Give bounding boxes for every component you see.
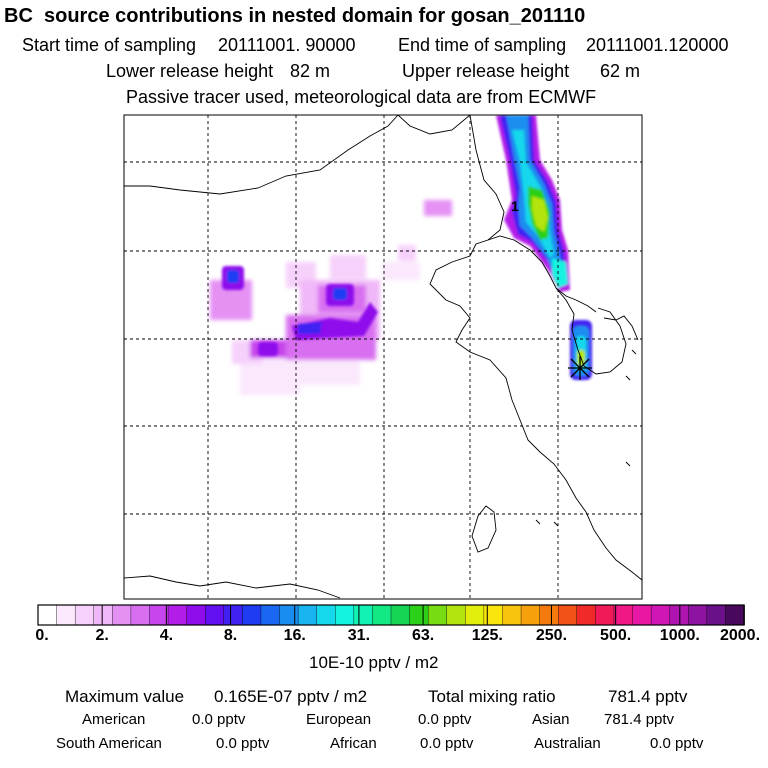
upper-release-value: 62 m xyxy=(600,61,641,81)
plume-core xyxy=(298,322,322,334)
colorbar-tick-label: 2000. xyxy=(719,627,761,644)
taiwan-coast xyxy=(471,505,497,553)
plume-band xyxy=(552,258,568,288)
border-line xyxy=(124,115,399,195)
max-value: 0.165E-07 pptv / m2 xyxy=(214,687,368,706)
start-time-label: Start time of sampling xyxy=(22,35,197,55)
colorbar-tick-label: 2. xyxy=(95,627,109,644)
colorbar-tick-label: 500. xyxy=(600,627,632,644)
lower-release-label: Lower release height xyxy=(106,61,274,81)
region-value: 0.0 pptv xyxy=(418,711,472,728)
map-frame xyxy=(123,114,643,600)
colorbar-tick-label: 125. xyxy=(471,627,503,644)
china-coast xyxy=(429,115,642,581)
map-title: BC source contributions in nested domain… xyxy=(4,5,586,27)
region-value: 0.0 pptv xyxy=(216,735,270,752)
plume-cell xyxy=(424,200,452,216)
end-time-label: End time of sampling xyxy=(398,35,567,55)
region-name: South American xyxy=(56,735,162,752)
plume-core xyxy=(333,288,347,300)
plume-korea xyxy=(570,320,592,380)
plume-inland-core xyxy=(222,266,378,356)
region-name: American xyxy=(82,711,146,728)
colorbar-tick-label: 1000. xyxy=(659,627,700,644)
japan-coast xyxy=(603,315,639,341)
plume-northeast xyxy=(496,115,570,292)
plume-band xyxy=(532,196,548,232)
max-value-label: Maximum value xyxy=(65,687,185,706)
plume-cell xyxy=(382,262,420,280)
region-value: 0.0 pptv xyxy=(650,735,704,752)
region-name: African xyxy=(330,735,377,752)
lat-lon-grid xyxy=(124,115,642,599)
plume-core xyxy=(227,270,239,283)
region-name: European xyxy=(306,711,372,728)
region-name: Asian xyxy=(532,711,570,728)
total-mixing-value: 781.4 pptv xyxy=(608,687,688,706)
total-mixing-label: Total mixing ratio xyxy=(428,687,556,706)
colorbar-unit: 10E-10 pptv / m2 xyxy=(309,653,439,672)
plume-core xyxy=(258,342,278,356)
map-panel: 1 xyxy=(123,114,643,600)
colorbar-tick-label: 4. xyxy=(159,627,174,644)
border-line xyxy=(124,575,341,599)
colorbar-tick-label: 63. xyxy=(411,627,435,644)
colorbar-tick-label: 250. xyxy=(535,627,568,644)
lower-release-value: 82 m xyxy=(290,61,331,81)
plume-cell xyxy=(330,255,366,279)
start-time-value: 20111001. 90000 xyxy=(218,35,356,55)
region-name: Australian xyxy=(534,735,601,752)
upper-release-label: Upper release height xyxy=(402,61,570,81)
colorbar-tick-label: 8. xyxy=(223,627,238,644)
region-value: 0.0 pptv xyxy=(420,735,474,752)
tracer-note: Passive tracer used, meteorological data… xyxy=(126,87,597,107)
contour-label: 1 xyxy=(511,198,519,214)
colorbar-tick-label: 31. xyxy=(347,627,371,644)
colorbar-tick-label: 0. xyxy=(35,627,49,644)
korea-coast xyxy=(555,287,627,375)
end-time-value: 20111001.120000 xyxy=(586,35,729,55)
receptor-star-icon xyxy=(568,356,592,380)
region-value: 781.4 pptv xyxy=(604,711,675,728)
border-line xyxy=(397,115,471,135)
plume-cell xyxy=(398,245,416,261)
island-dots xyxy=(535,349,637,527)
colorbar-tick-label: 16. xyxy=(283,627,306,644)
korea-border xyxy=(487,235,597,313)
coastlines xyxy=(124,115,642,599)
region-value: 0.0 pptv xyxy=(192,711,246,728)
